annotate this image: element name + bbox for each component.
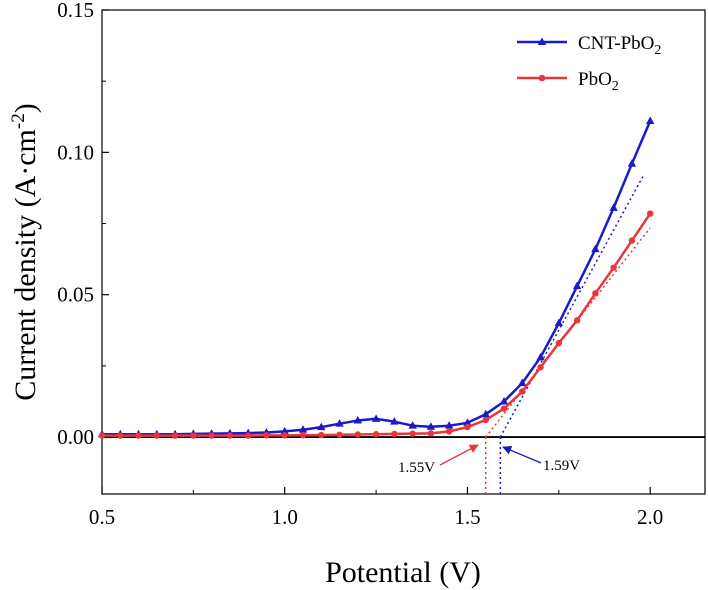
legend-marker-pbo2 xyxy=(538,74,546,82)
data-point xyxy=(646,210,654,217)
annotation-arrow-red xyxy=(439,444,479,466)
data-point xyxy=(463,418,472,426)
data-point xyxy=(445,428,453,435)
data-point xyxy=(444,421,454,429)
series-line xyxy=(102,120,652,436)
series-cnt-pbo2 xyxy=(97,116,655,438)
data-point xyxy=(135,432,142,439)
data-point xyxy=(499,396,509,405)
x-tick-label: 1.0 xyxy=(272,505,298,529)
x-tick-label: 0.5 xyxy=(89,505,115,529)
data-point xyxy=(518,378,527,386)
data-point xyxy=(263,432,270,439)
data-point xyxy=(537,364,544,371)
data-point xyxy=(391,430,398,438)
data-point xyxy=(573,317,581,324)
data-point xyxy=(610,264,617,271)
annotation-label-red: 1.55V xyxy=(398,460,435,476)
data-point xyxy=(536,352,545,361)
data-point xyxy=(372,431,380,438)
y-tick-label: 0.10 xyxy=(57,140,94,164)
legend-entry-cnt-pbo2: CNT-PbO2 xyxy=(517,33,661,58)
annotation-arrow-blue xyxy=(502,445,542,464)
series-line xyxy=(102,212,652,437)
x-tick-label: 1.5 xyxy=(454,505,480,529)
data-point xyxy=(226,432,234,439)
data-point xyxy=(555,339,563,347)
data-point xyxy=(353,416,363,424)
data-point xyxy=(482,416,489,424)
data-point xyxy=(408,421,417,429)
plot-frame xyxy=(101,9,706,495)
legend-entry-pbo2: PbO2 xyxy=(517,69,619,94)
annotation-blue: 1.59V xyxy=(502,445,580,474)
data-point xyxy=(554,318,564,327)
data-point xyxy=(208,432,215,439)
data-point xyxy=(336,431,343,438)
data-point xyxy=(645,116,655,125)
legend-label-cnt-pbo2: CNT-PbO2 xyxy=(578,33,661,58)
data-point xyxy=(464,423,471,431)
data-point xyxy=(244,432,252,439)
data-point xyxy=(190,432,197,439)
data-point xyxy=(281,432,288,439)
legend-marker-cnt-pbo2 xyxy=(537,37,547,45)
data-point xyxy=(572,281,582,290)
data-point xyxy=(298,425,308,433)
x-axis-title: Potential (V) xyxy=(325,556,481,589)
data-point xyxy=(390,417,399,425)
y-tick-label: 0.15 xyxy=(57,0,94,22)
data-point xyxy=(335,419,344,427)
y-tick-label: 0.05 xyxy=(57,283,94,307)
data-point xyxy=(500,405,508,412)
data-point xyxy=(409,430,416,437)
data-point xyxy=(354,431,362,438)
tangent-line xyxy=(499,176,644,438)
series-pbo2 xyxy=(98,210,654,439)
data-point xyxy=(628,237,636,244)
ticks-layer: 0.5 1.0 1.5 2.0 0.00 0.05 0.10 0.15 xyxy=(57,0,663,529)
annotation-red: 1.55V xyxy=(398,444,479,476)
data-point xyxy=(592,290,599,297)
guides-layer xyxy=(484,176,651,494)
legend: CNT-PbO2 PbO2 xyxy=(517,33,661,94)
tangent-line xyxy=(485,227,651,438)
data-point xyxy=(317,422,326,431)
data-point xyxy=(318,431,325,439)
series-layer xyxy=(97,116,655,439)
annotation-label-blue: 1.59V xyxy=(543,458,580,474)
data-point xyxy=(280,426,289,435)
x-tick-label: 2.0 xyxy=(637,505,663,529)
y-axis-title: Current density (A·cm-2) xyxy=(8,103,42,400)
data-point xyxy=(117,432,124,439)
data-point xyxy=(299,431,307,439)
y-tick-label: 0.00 xyxy=(57,425,94,449)
data-point xyxy=(427,430,435,437)
data-point xyxy=(627,159,637,167)
data-point xyxy=(98,432,106,439)
data-point xyxy=(371,414,381,422)
data-point xyxy=(591,244,600,253)
data-point xyxy=(609,203,618,211)
data-point xyxy=(153,432,161,439)
data-point xyxy=(481,409,490,418)
data-point xyxy=(519,388,526,395)
data-point xyxy=(426,422,436,430)
legend-label-pbo2: PbO2 xyxy=(578,69,619,94)
data-point xyxy=(171,432,179,439)
